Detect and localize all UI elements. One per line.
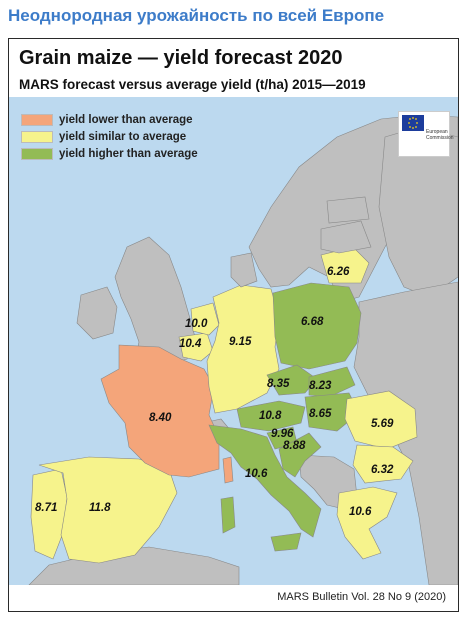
label-austria: 10.8: [259, 410, 282, 422]
label-italy: 10.6: [245, 468, 268, 480]
sardinia: [220, 496, 236, 534]
label-greece: 10.6: [349, 506, 372, 518]
map-title: Grain maize — yield forecast 2020: [19, 47, 343, 69]
label-croatia: 8.88: [283, 440, 306, 452]
region-italy: [208, 424, 322, 538]
legend-label-lower: yield lower than average: [59, 113, 193, 126]
legend-item-lower: yield lower than average: [21, 111, 198, 128]
label-bulgaria: 6.32: [371, 464, 394, 476]
label-portugal: 8.71: [35, 502, 57, 514]
label-slovenia: 9.96: [271, 428, 294, 440]
region-netherlands: [190, 302, 220, 336]
legend-item-higher: yield higher than average: [21, 145, 198, 162]
corsica: [222, 456, 234, 484]
region-bulgaria: [352, 444, 414, 484]
legend-swatch-higher: [21, 147, 53, 160]
region-sicily: [270, 532, 302, 552]
headline: Неоднородная урожайность по всей Европе: [8, 6, 385, 25]
region-belgium: [178, 332, 214, 362]
flag-text: European Commission: [426, 129, 454, 141]
region-croatia: [278, 432, 322, 478]
label-lithuania: 6.26: [327, 266, 350, 278]
label-poland: 6.68: [301, 316, 324, 328]
map-subtitle: MARS forecast versus average yield (t/ha…: [19, 77, 366, 92]
legend-swatch-lower: [21, 113, 53, 126]
label-germany: 9.15: [229, 336, 252, 348]
region-greece: [336, 486, 398, 560]
region-austria: [236, 400, 306, 432]
label-france: 8.40: [149, 412, 172, 424]
region-estonia: [326, 196, 370, 224]
region-france: [100, 344, 220, 478]
legend-swatch-similar: [21, 130, 53, 143]
legend-label-similar: yield similar to average: [59, 130, 187, 143]
region-denmark: [230, 252, 258, 288]
region-slovakia: [308, 366, 356, 398]
region-latvia: [320, 220, 372, 254]
eu-commission-logo: European Commission: [398, 111, 454, 157]
region-spain: [38, 456, 178, 564]
legend: yield lower than average yield similar t…: [21, 111, 198, 162]
region-portugal: [30, 468, 68, 560]
region-poland: [272, 282, 362, 370]
legend-label-higher: yield higher than average: [59, 147, 198, 160]
label-hungary: 8.65: [309, 408, 332, 420]
europe-map: 6.26 10.0 10.4 9.15 6.68 8.35 8.23 10.8 …: [9, 97, 458, 585]
label-slovakia: 8.23: [309, 380, 332, 392]
region-germany: [206, 284, 280, 414]
label-romania: 5.69: [371, 418, 394, 430]
label-spain: 11.8: [89, 502, 111, 514]
label-netherlands: 10.0: [185, 318, 208, 330]
legend-item-similar: yield similar to average: [21, 128, 198, 145]
north-africa: [28, 546, 240, 585]
ireland: [76, 286, 118, 340]
region-romania: [344, 390, 418, 450]
eu-flag-icon: [402, 115, 424, 131]
label-czechia: 8.35: [267, 378, 290, 390]
label-belgium: 10.4: [179, 338, 202, 350]
source-note: MARS Bulletin Vol. 28 No 9 (2020): [277, 591, 446, 603]
map-card: 6.26 10.0 10.4 9.15 6.68 8.35 8.23 10.8 …: [8, 38, 459, 612]
